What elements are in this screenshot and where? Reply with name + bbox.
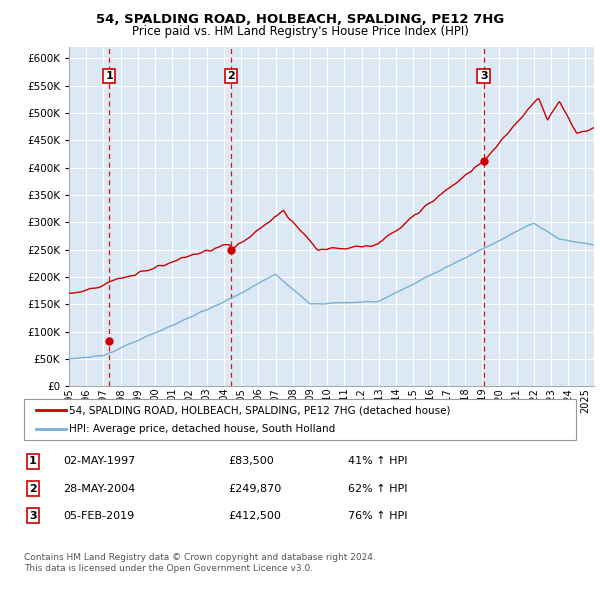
Text: 3: 3 [29,511,37,520]
Text: 76% ↑ HPI: 76% ↑ HPI [348,511,407,520]
Text: 1: 1 [105,71,113,81]
Text: £83,500: £83,500 [228,457,274,466]
Text: HPI: Average price, detached house, South Holland: HPI: Average price, detached house, Sout… [69,424,335,434]
Text: Contains HM Land Registry data © Crown copyright and database right 2024.: Contains HM Land Registry data © Crown c… [24,553,376,562]
Text: 2: 2 [227,71,235,81]
Text: 28-MAY-2004: 28-MAY-2004 [63,484,135,493]
Text: 05-FEB-2019: 05-FEB-2019 [63,511,134,520]
Text: 41% ↑ HPI: 41% ↑ HPI [348,457,407,466]
Text: 2: 2 [29,484,37,493]
Text: £249,870: £249,870 [228,484,281,493]
Text: 1: 1 [29,457,37,466]
Text: Price paid vs. HM Land Registry's House Price Index (HPI): Price paid vs. HM Land Registry's House … [131,25,469,38]
Text: This data is licensed under the Open Government Licence v3.0.: This data is licensed under the Open Gov… [24,565,313,573]
Text: 3: 3 [480,71,487,81]
Text: 54, SPALDING ROAD, HOLBEACH, SPALDING, PE12 7HG: 54, SPALDING ROAD, HOLBEACH, SPALDING, P… [96,13,504,26]
Text: 62% ↑ HPI: 62% ↑ HPI [348,484,407,493]
Text: 02-MAY-1997: 02-MAY-1997 [63,457,135,466]
Text: £412,500: £412,500 [228,511,281,520]
Text: 54, SPALDING ROAD, HOLBEACH, SPALDING, PE12 7HG (detached house): 54, SPALDING ROAD, HOLBEACH, SPALDING, P… [69,405,451,415]
